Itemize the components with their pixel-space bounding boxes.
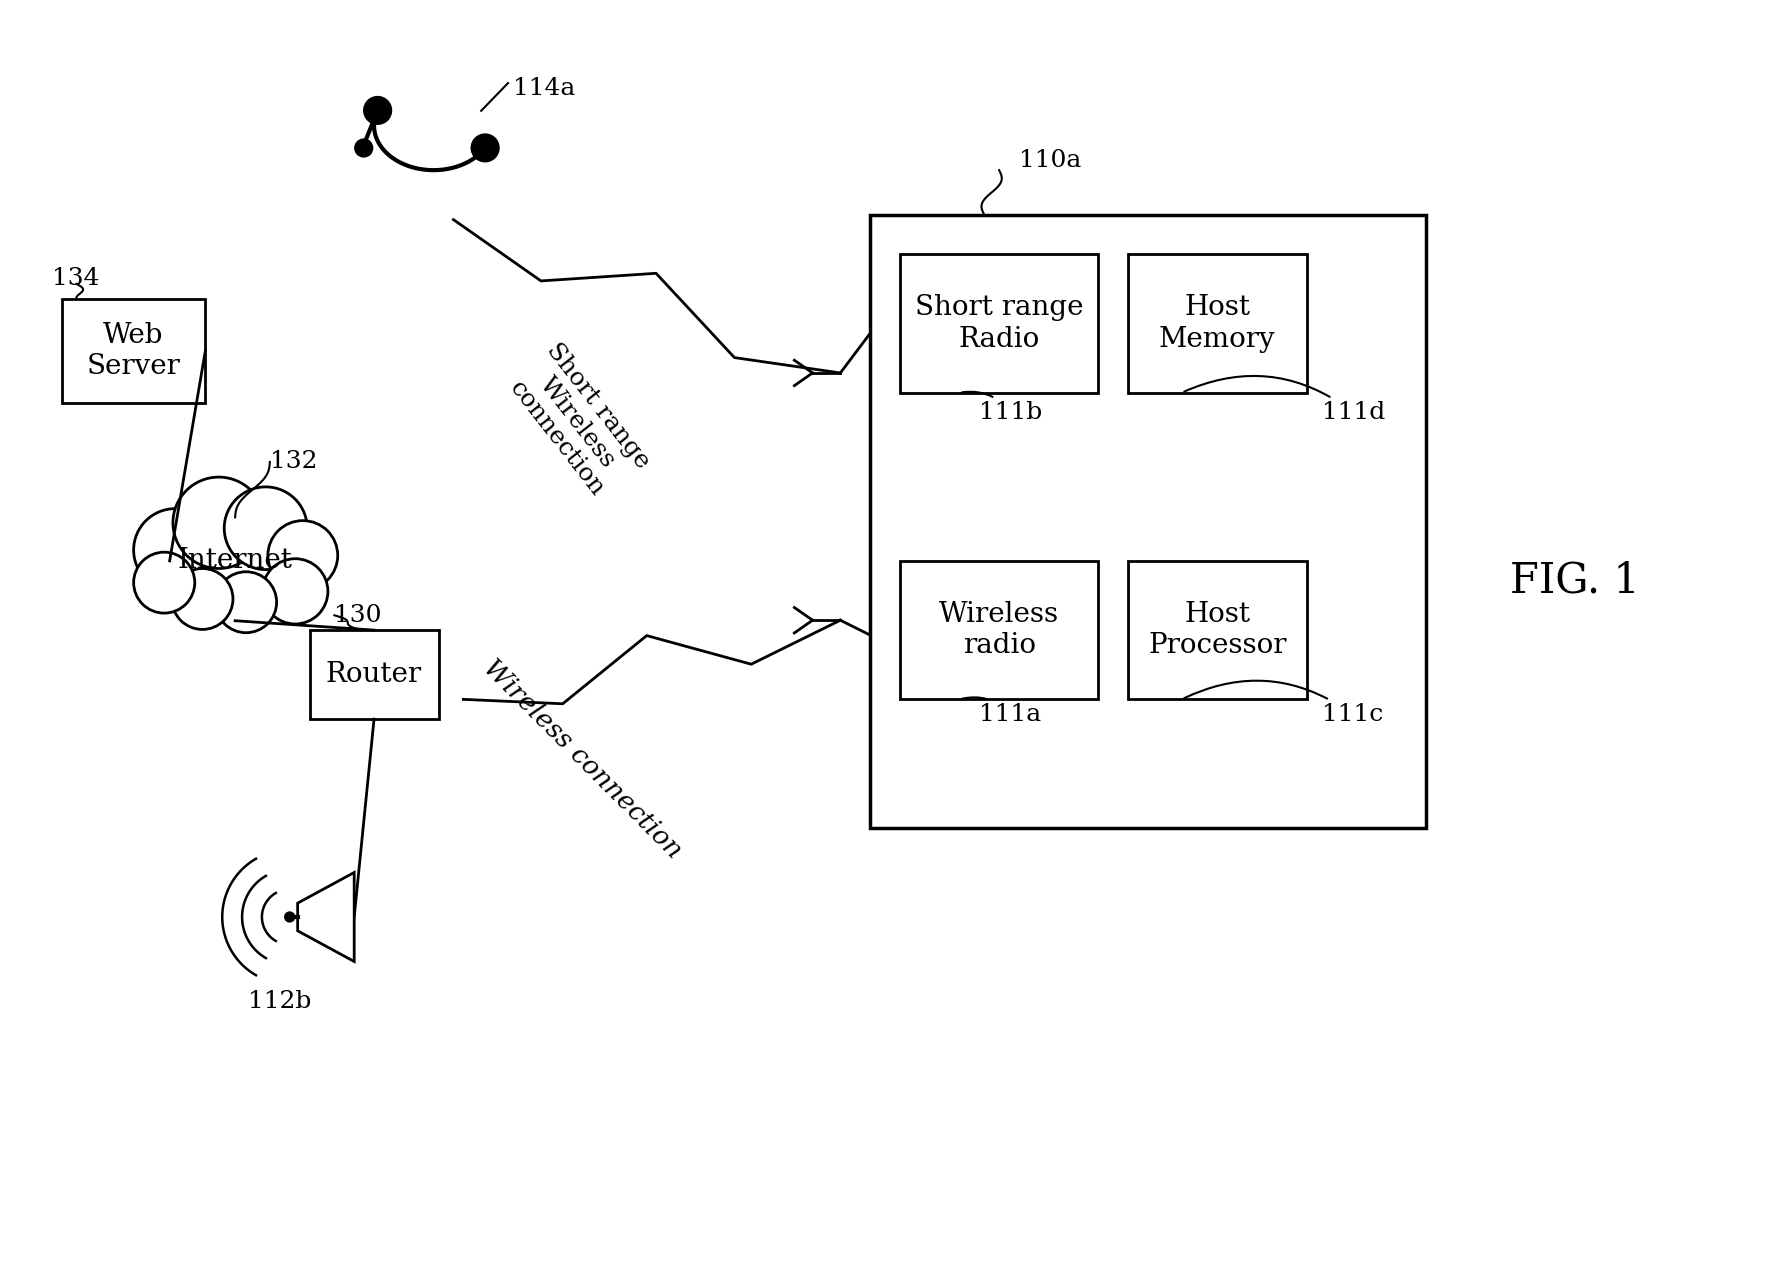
Text: Host
Memory: Host Memory: [1159, 295, 1275, 353]
Circle shape: [267, 520, 338, 590]
Text: 134: 134: [51, 268, 99, 291]
Bar: [310, 631, 439, 719]
Circle shape: [285, 912, 295, 922]
Bar: [870, 214, 1426, 828]
Bar: [62, 299, 205, 403]
Bar: [1129, 254, 1307, 392]
Text: Internet: Internet: [177, 547, 292, 574]
Text: 112b: 112b: [248, 990, 311, 1013]
Text: Web
Server: Web Server: [87, 322, 180, 379]
Bar: [900, 562, 1099, 700]
Text: 111b: 111b: [962, 392, 1042, 424]
Text: FIG. 1: FIG. 1: [1509, 560, 1640, 601]
Circle shape: [134, 509, 216, 591]
Circle shape: [173, 477, 265, 568]
Circle shape: [216, 572, 276, 633]
Text: 111d: 111d: [1183, 376, 1385, 424]
Text: 114a: 114a: [513, 77, 575, 100]
Text: Host
Processor: Host Processor: [1148, 601, 1286, 659]
Circle shape: [134, 553, 195, 613]
Circle shape: [471, 135, 499, 162]
Text: 110a: 110a: [1019, 149, 1081, 172]
Circle shape: [364, 96, 391, 124]
Text: Short range
Radio: Short range Radio: [915, 295, 1083, 353]
Circle shape: [225, 487, 308, 569]
Text: 132: 132: [271, 450, 317, 473]
Circle shape: [172, 568, 234, 629]
Text: 111a: 111a: [962, 697, 1042, 726]
Bar: [1129, 562, 1307, 700]
Text: Short range
Wireless
connection: Short range Wireless connection: [501, 338, 655, 506]
Text: 111c: 111c: [1183, 681, 1383, 726]
Polygon shape: [297, 873, 354, 962]
Circle shape: [356, 140, 373, 156]
Bar: [900, 254, 1099, 392]
Text: 130: 130: [334, 604, 382, 627]
Text: Wireless
radio: Wireless radio: [939, 601, 1060, 659]
Circle shape: [262, 559, 327, 624]
Text: Wireless connection: Wireless connection: [478, 655, 686, 863]
Text: Router: Router: [325, 662, 423, 688]
